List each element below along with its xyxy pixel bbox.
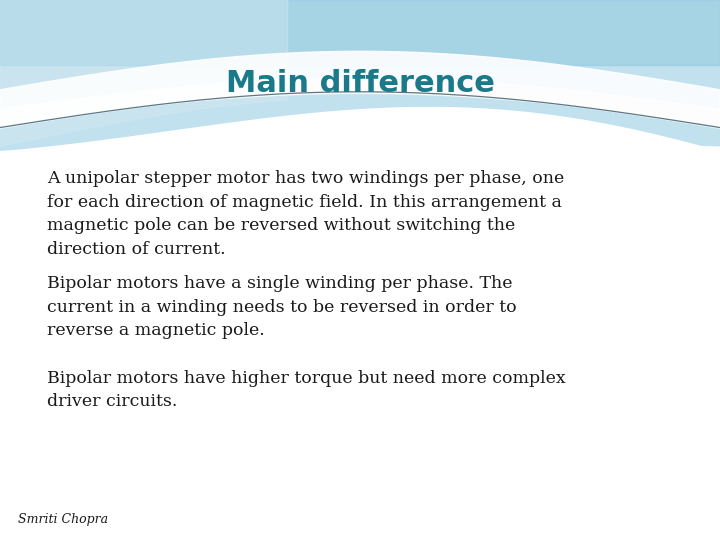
Text: Smriti Chopra: Smriti Chopra [18, 514, 108, 526]
Text: Bipolar motors have a single winding per phase. The
current in a winding needs t: Bipolar motors have a single winding per… [47, 275, 516, 340]
Bar [0, 151, 720, 540]
Text: Main difference: Main difference [225, 69, 495, 98]
Polygon shape [0, 0, 720, 151]
Text: A unipolar stepper motor has two windings per phase, one
for each direction of m: A unipolar stepper motor has two winding… [47, 170, 564, 258]
Text: Bipolar motors have higher torque but need more complex
driver circuits.: Bipolar motors have higher torque but ne… [47, 370, 565, 410]
